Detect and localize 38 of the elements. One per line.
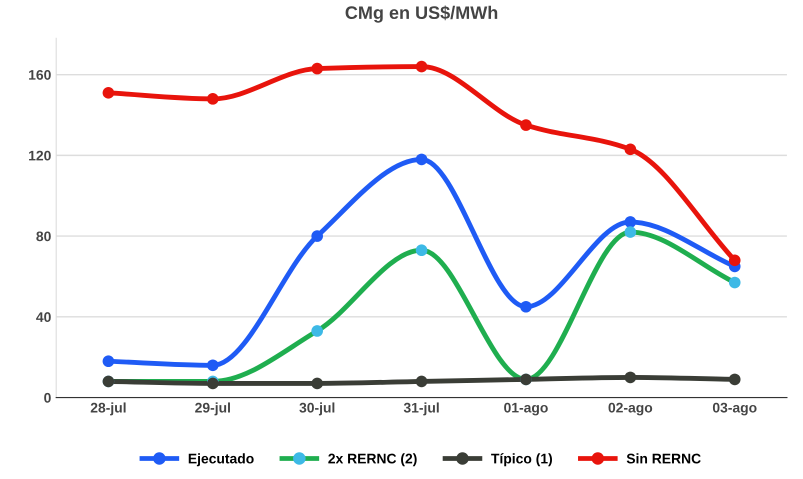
point (624, 226, 636, 238)
legend-label: 2x RERNC (2) (328, 453, 417, 466)
point (416, 154, 428, 166)
point (728, 276, 741, 288)
x-tick-label: 29-jul (195, 402, 230, 416)
y-tick-label: 40 (36, 312, 51, 322)
point (206, 93, 219, 105)
point (102, 355, 114, 368)
x-tick-label: 03-ago (712, 402, 757, 416)
y-tick-label: 80 (36, 231, 51, 242)
x-tick-label: 02-ago (608, 402, 652, 416)
chart-title: CMg en US$/MWh (346, 5, 498, 23)
point (520, 119, 532, 131)
point (728, 374, 741, 386)
x-tick-label: 31-jul (404, 402, 439, 416)
point (624, 144, 636, 156)
y-tick-label: 160 (29, 70, 51, 80)
point (624, 216, 636, 228)
point (311, 230, 323, 242)
legend-label: Típico (1) (491, 453, 552, 466)
point (311, 325, 323, 337)
x-tick-label: 28-jul (90, 402, 126, 416)
point (416, 376, 428, 388)
point (624, 372, 636, 384)
x-tick-label: 01-ago (504, 402, 548, 416)
point (520, 300, 532, 313)
point (728, 254, 741, 266)
legend-label: Ejecutado (188, 453, 254, 466)
point (311, 378, 323, 390)
point (416, 244, 428, 256)
point (416, 60, 428, 72)
x-tick-label: 30-jul (299, 402, 334, 416)
y-tick-label: 120 (29, 150, 51, 161)
y-tick-label: 0 (44, 392, 51, 403)
legend-label: Sin RERNC (626, 453, 701, 464)
point (206, 359, 219, 372)
point (311, 62, 323, 74)
point (102, 87, 114, 99)
